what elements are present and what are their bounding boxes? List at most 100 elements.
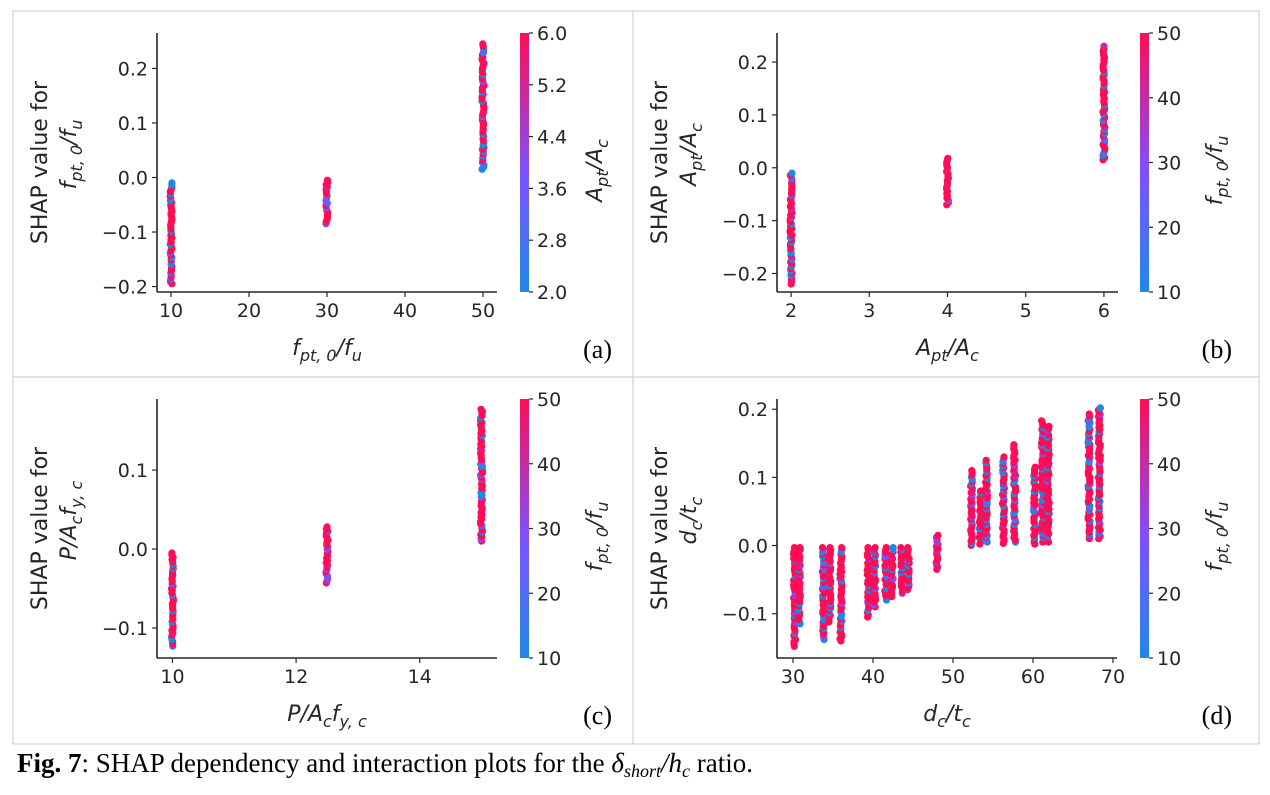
colorbar-tick-label-d-2: 30 [1157,519,1181,541]
y-tick-label-a-2: 0.0 [118,167,148,189]
caption-math-sub: short [623,761,661,781]
colorbar-label-a: Apt/Ac [583,139,612,204]
y-tick-label-c-1: 0.0 [118,539,148,561]
x-tick-label-c-1: 12 [284,666,308,688]
colorbar-label-c: fpt, 0/fu [583,502,612,572]
panel-label-b: (b) [1202,335,1232,364]
x-tick-label-c-0: 10 [160,666,184,688]
point-d-9-20 [897,544,905,552]
x-axis-label-d: dc/tc [923,702,971,731]
scatter-points-b [786,42,1109,288]
point-d-12-34 [968,467,976,475]
colorbar-tick-label-a-2: 3.6 [537,178,567,200]
y-tick-label-d-3: 0.2 [738,399,768,421]
colorbar-tick-label-c-3: 40 [537,454,561,476]
x-tick-label-d-3: 60 [1021,666,1045,688]
colorbar-d [1140,399,1149,658]
point-c-2-60 [477,405,485,413]
colorbar-tick-label-c-0: 10 [537,648,561,670]
x-tick-label-d-2: 50 [941,666,965,688]
point-d-5-31 [864,544,872,552]
x-tick-label-d-0: 30 [781,666,805,688]
point-b-1-21 [944,154,952,162]
point-d-19-53 [1045,422,1053,430]
panel-label-c: (c) [583,701,612,730]
caption-label: Fig. 7 [17,748,82,778]
point-b-2-52 [1100,42,1108,50]
y-axis-label-line2-b: Apt/Ac [677,123,706,188]
x-tick-label-d-4: 70 [1101,666,1125,688]
x-axis-label-b: Apt/Ac [914,336,979,365]
point-c-0-42 [168,549,176,557]
figure-caption: Fig. 7: SHAP dependency and interaction … [17,748,1257,782]
y-tick-label-d-2: 0.1 [738,467,768,489]
x-tick-label-a-4: 50 [471,300,495,322]
colorbar-tick-label-a-5: 6.0 [537,23,567,45]
scatter-points-c [167,405,487,650]
y-tick-label-c-2: 0.1 [118,460,148,482]
y-tick-label-d-0: −0.1 [722,604,768,626]
x-tick-label-b-3: 5 [1020,300,1032,322]
y-tick-label-a-1: −0.1 [102,222,148,244]
point-d-0-45 [790,544,799,552]
x-axis-label-a: fpt, 0/fu [292,336,362,365]
point-b-0-50 [788,169,796,177]
x-tick-label-a-3: 40 [393,300,417,322]
y-tick-label-b-3: 0.1 [738,105,768,127]
x-tick-label-b-4: 6 [1098,300,1110,322]
x-tick-label-b-0: 2 [785,300,797,322]
y-axis-label-line1-c: SHAP value for [28,446,53,610]
x-axis-label-c: P/Acfy, c [287,702,367,731]
y-axis-label-line1-a: SHAP value for [28,80,53,244]
y-tick-label-d-1: 0.0 [738,536,768,558]
y-axis-label-line2-c: P/Acfy, c [57,481,86,561]
point-d-4-42 [838,544,846,552]
colorbar-a [520,33,529,292]
colorbar-tick-label-a-4: 5.2 [537,75,567,97]
point-d-16-44 [1010,441,1018,449]
colorbar-c [520,399,529,658]
caption-text: SHAP dependency and interaction plots fo… [95,748,605,778]
x-tick-label-d-1: 40 [861,666,885,688]
y-axis-label-line2-d: dc/tc [677,496,706,544]
point-d-10-19 [904,544,912,552]
x-tick-label-b-1: 3 [863,300,875,322]
point-d-20-57 [1085,410,1093,418]
scatter-points-a [166,40,488,288]
point-d-8-22 [889,544,897,552]
point-d-3-33 [826,544,834,552]
x-tick-label-a-0: 10 [159,300,183,322]
colorbar-tick-label-a-1: 2.8 [537,230,567,252]
point-d-1-34 [796,544,804,552]
point-d-17-35 [1031,463,1039,471]
panel-label-d: (d) [1202,701,1232,730]
caption-separator: : [81,748,96,778]
x-tick-label-a-2: 30 [315,300,339,322]
y-tick-label-a-0: −0.2 [102,277,148,299]
colorbar-tick-label-c-4: 50 [537,389,561,411]
point-d-6-26 [871,544,879,552]
caption-math-delta: δ [611,748,624,778]
colorbar-tick-label-d-3: 40 [1157,454,1181,476]
y-tick-label-b-2: 0.0 [738,158,768,180]
colorbar-tick-label-a-3: 4.4 [537,127,567,149]
y-axis-label-line1-b: SHAP value for [648,80,673,244]
colorbar-tick-label-a-0: 2.0 [537,282,567,304]
colorbar-label-b: fpt, 0/fu [1203,136,1232,206]
colorbar-tick-label-b-1: 20 [1157,217,1181,239]
colorbar-tick-label-b-2: 30 [1157,153,1181,175]
point-a-2-57 [479,40,487,48]
y-tick-label-c-0: −0.1 [102,618,148,640]
panel-label-a: (a) [583,335,612,364]
colorbar-label-d: fpt, 0/fu [1203,502,1232,572]
colorbar-tick-label-c-2: 30 [537,519,561,541]
caption-math-sub2: c [681,761,690,781]
colorbar-tick-label-c-1: 20 [537,583,561,605]
colorbar-tick-label-b-3: 40 [1157,88,1181,110]
x-tick-label-a-1: 20 [237,300,261,322]
point-c-1-25 [323,523,331,531]
x-tick-label-c-2: 14 [408,666,432,688]
point-d-2-42 [818,544,827,552]
